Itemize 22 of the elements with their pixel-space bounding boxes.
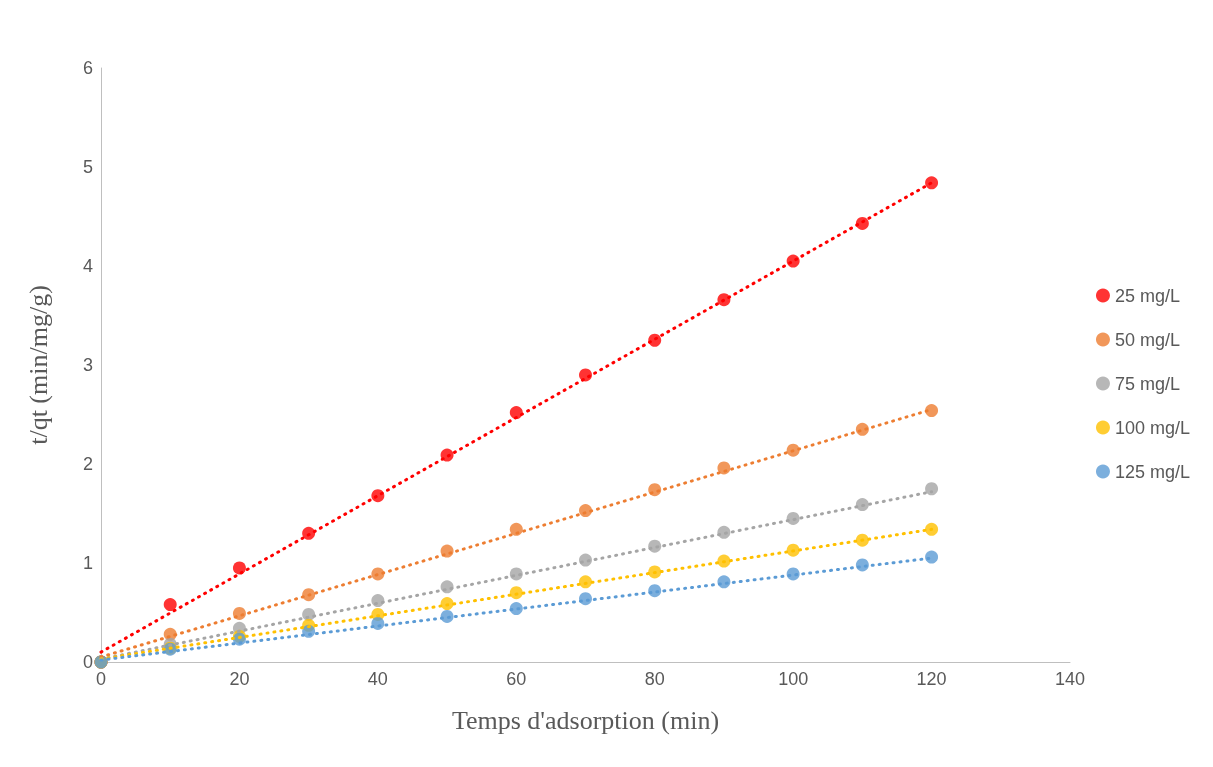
legend-label: 25 mg/L [1114,285,1180,306]
legend-label: 125 mg/L [1114,461,1191,482]
x-tick-label: 80 [644,669,665,689]
y-tick-label: 3 [82,355,93,375]
x-tick-label: 40 [367,669,388,689]
y-tick-label: 5 [82,157,93,177]
y-tick-label: 1 [82,553,93,573]
x-tick-label: 120 [916,669,947,689]
y-tick-label: 4 [82,256,93,276]
legend-label: 100 mg/L [1114,417,1191,438]
x-tick-label: 20 [229,669,250,689]
y-tick-label: 6 [82,58,93,78]
y-tick-label: 2 [82,454,93,474]
x-axis-title: Temps d'adsorption (min) [451,705,720,735]
x-tick-label: 100 [778,669,809,689]
legend-label: 50 mg/L [1114,329,1180,350]
y-axis-title: t/qt (min/mg/g) [23,285,53,445]
x-tick-label: 140 [1054,669,1086,689]
x-tick-label: 0 [95,669,107,689]
x-tick-label: 60 [506,669,527,689]
y-tick-label: 0 [82,652,93,672]
legend-label: 75 mg/L [1114,373,1180,394]
